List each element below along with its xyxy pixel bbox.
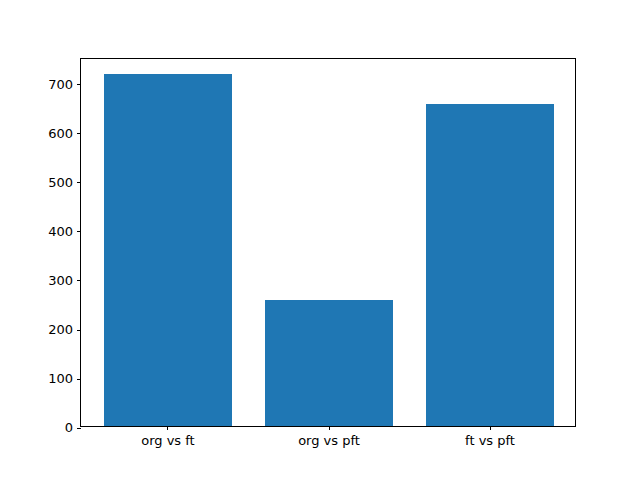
x-axis-tick (329, 426, 330, 430)
x-axis-tick (490, 426, 491, 430)
bar-ft-vs-pft (426, 104, 555, 426)
y-axis-tick-label: 600 (48, 127, 73, 141)
y-axis-tick-label: 500 (48, 176, 73, 190)
bar-org-vs-pft (265, 300, 394, 426)
y-axis-tick-label: 300 (48, 274, 73, 288)
y-axis-tick-label: 200 (48, 323, 73, 337)
figure-canvas: 0 100 200 300 400 500 600 700 org vs ft org vs pf… (0, 0, 640, 480)
x-axis-tick-label: org vs ft (141, 433, 195, 448)
y-axis-tick (77, 133, 81, 134)
y-axis-tick-label: 400 (48, 225, 73, 239)
y-axis-tick (77, 280, 81, 281)
y-axis-tick-label: 0 (65, 421, 73, 435)
y-axis-tick-label: 100 (48, 372, 73, 386)
axes: 0100200300400500600700org vs ftorg vs pf… (80, 58, 576, 428)
bar-org-vs-ft (104, 74, 233, 426)
y-axis-tick (77, 84, 81, 85)
y-axis-tick (77, 182, 81, 183)
y-axis-tick (77, 231, 81, 232)
x-axis-tick-label: ft vs pft (465, 433, 515, 448)
x-axis-tick-label: org vs pft (298, 433, 360, 448)
y-axis-tick (77, 379, 81, 380)
x-axis-tick (167, 426, 168, 430)
y-axis-tick (77, 330, 81, 331)
y-axis-tick (77, 428, 81, 429)
y-axis-tick-label: 700 (48, 78, 73, 92)
